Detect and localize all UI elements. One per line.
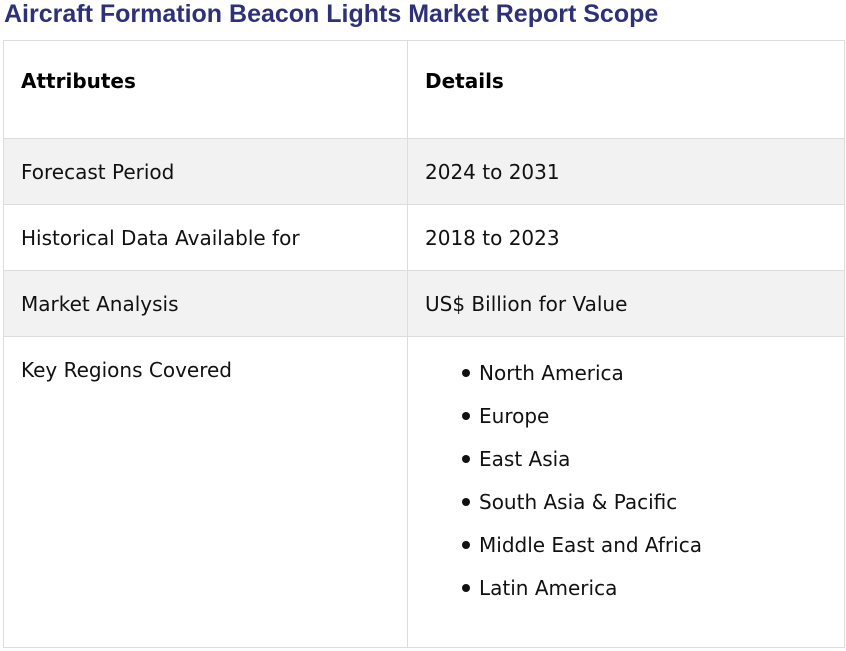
list-item: North America: [462, 361, 844, 404]
list-item: South Asia & Pacific: [462, 490, 844, 533]
bullet-icon: [462, 369, 470, 377]
list-item: Europe: [462, 404, 844, 447]
bullet-icon: [462, 498, 470, 506]
region-label: Europe: [479, 404, 550, 428]
bullet-icon: [462, 455, 470, 463]
page-title: Aircraft Formation Beacon Lights Market …: [4, 0, 659, 28]
region-list: North America Europe East Asia South Asi…: [425, 361, 844, 619]
report-scope-table: Attributes Details Forecast Period 2024 …: [3, 40, 845, 648]
table-row: Forecast Period 2024 to 2031: [3, 138, 845, 205]
detail-cell: North America Europe East Asia South Asi…: [407, 336, 845, 648]
table-header-row: Attributes Details: [3, 40, 845, 139]
attribute-cell: Market Analysis: [3, 270, 408, 337]
detail-cell: 2018 to 2023: [407, 204, 845, 271]
region-label: South Asia & Pacific: [479, 490, 678, 514]
detail-cell: 2024 to 2031: [407, 138, 845, 205]
region-label: Latin America: [479, 576, 618, 600]
detail-cell: US$ Billion for Value: [407, 270, 845, 337]
table-row: Historical Data Available for 2018 to 20…: [3, 204, 845, 271]
attribute-cell: Key Regions Covered: [3, 336, 408, 648]
region-label: East Asia: [479, 447, 571, 471]
region-label: Middle East and Africa: [479, 533, 702, 557]
list-item: East Asia: [462, 447, 844, 490]
list-item: Latin America: [462, 576, 844, 619]
attribute-cell: Historical Data Available for: [3, 204, 408, 271]
column-header-details: Details: [407, 40, 845, 139]
bullet-icon: [462, 541, 470, 549]
list-item: Middle East and Africa: [462, 533, 844, 576]
bullet-icon: [462, 412, 470, 420]
table-row: Market Analysis US$ Billion for Value: [3, 270, 845, 337]
bullet-icon: [462, 584, 470, 592]
attribute-cell: Forecast Period: [3, 138, 408, 205]
column-header-attributes: Attributes: [3, 40, 408, 139]
region-label: North America: [479, 361, 624, 385]
table-row: Key Regions Covered North America Europe…: [3, 336, 845, 648]
